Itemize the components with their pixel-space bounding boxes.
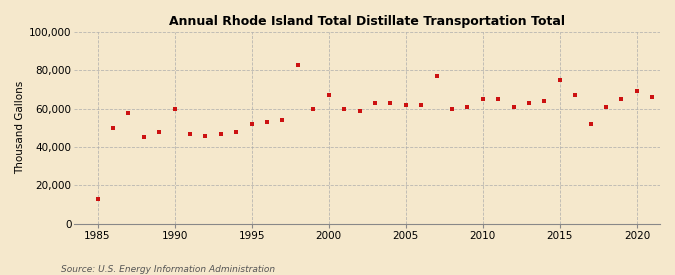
Point xyxy=(447,106,458,111)
Point xyxy=(200,133,211,138)
Point xyxy=(262,120,273,124)
Point xyxy=(601,104,612,109)
Point xyxy=(92,197,103,201)
Point xyxy=(400,103,411,107)
Point xyxy=(539,99,550,103)
Point xyxy=(154,130,165,134)
Y-axis label: Thousand Gallons: Thousand Gallons xyxy=(15,81,25,175)
Point xyxy=(231,130,242,134)
Point xyxy=(169,106,180,111)
Text: Source: U.S. Energy Information Administration: Source: U.S. Energy Information Administ… xyxy=(61,265,275,274)
Point xyxy=(323,93,334,97)
Point xyxy=(369,101,380,105)
Point xyxy=(385,101,396,105)
Point xyxy=(308,106,319,111)
Point xyxy=(632,89,643,94)
Point xyxy=(277,118,288,122)
Point xyxy=(354,108,365,113)
Point xyxy=(123,110,134,115)
Point xyxy=(585,122,596,126)
Point xyxy=(462,104,472,109)
Point xyxy=(647,95,657,99)
Point xyxy=(508,104,519,109)
Point xyxy=(554,78,565,82)
Point xyxy=(138,135,149,140)
Point xyxy=(524,101,535,105)
Point xyxy=(477,97,488,101)
Point xyxy=(292,62,303,67)
Point xyxy=(215,131,226,136)
Point xyxy=(570,93,580,97)
Point xyxy=(107,126,118,130)
Title: Annual Rhode Island Total Distillate Transportation Total: Annual Rhode Island Total Distillate Tra… xyxy=(169,15,565,28)
Point xyxy=(246,122,257,126)
Point xyxy=(339,106,350,111)
Point xyxy=(185,131,196,136)
Point xyxy=(616,97,627,101)
Point xyxy=(431,74,442,78)
Point xyxy=(416,103,427,107)
Point xyxy=(493,97,504,101)
